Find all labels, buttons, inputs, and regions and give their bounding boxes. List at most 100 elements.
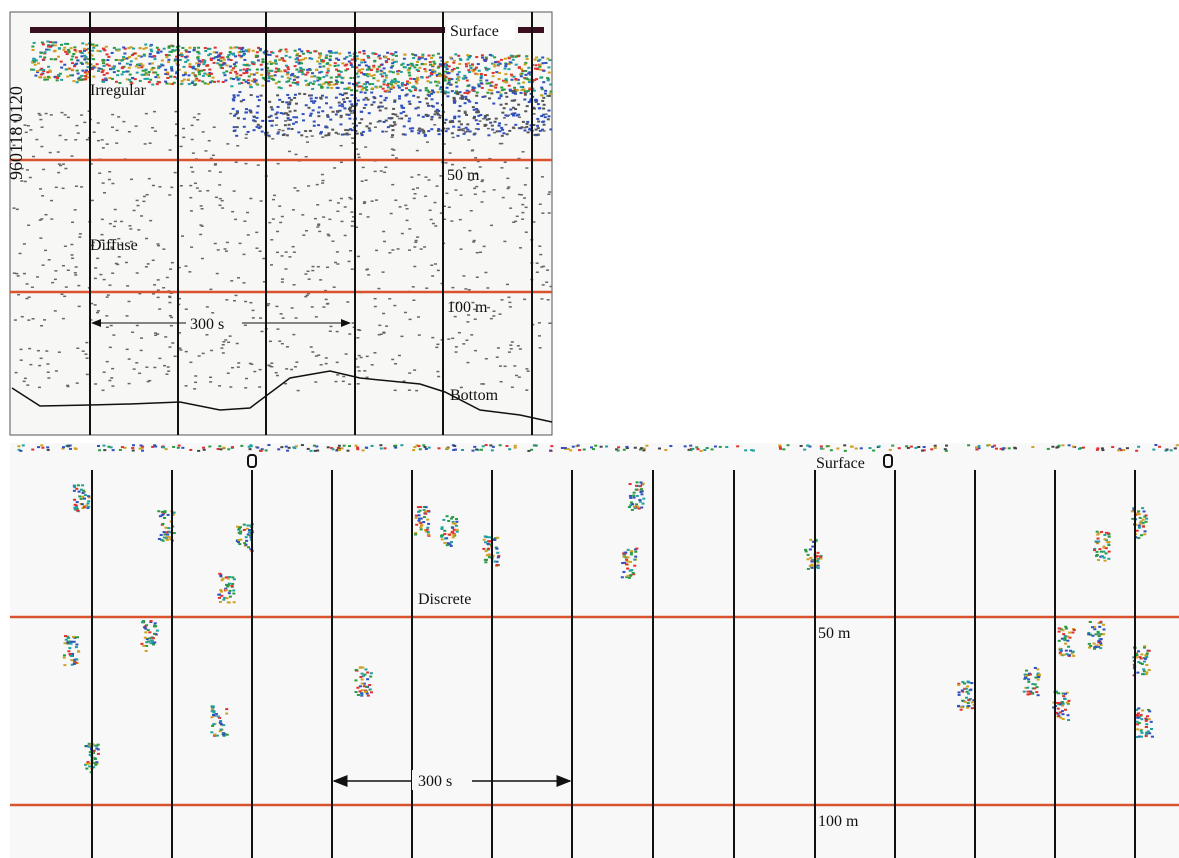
echo (478, 166, 482, 168)
echo (356, 383, 360, 385)
echo (300, 134, 304, 137)
echo (1061, 444, 1065, 447)
echo (42, 168, 46, 171)
echo (226, 585, 230, 588)
echo (412, 85, 416, 88)
echo (962, 682, 966, 685)
echo (75, 643, 79, 646)
echo (47, 65, 51, 68)
echo (966, 685, 970, 688)
echo (208, 52, 212, 55)
echo (505, 95, 509, 98)
echo (624, 551, 628, 554)
echo (418, 130, 422, 133)
echo (445, 447, 449, 450)
echo (1096, 542, 1100, 545)
echo (184, 71, 188, 74)
echo (150, 68, 154, 71)
echo (382, 67, 386, 70)
echo (310, 135, 314, 137)
echo (542, 96, 546, 99)
echo (1097, 532, 1101, 535)
echo (216, 58, 220, 61)
echo (150, 50, 154, 53)
echo (1164, 449, 1168, 452)
echo (377, 105, 381, 108)
echo (414, 54, 418, 57)
echo (542, 81, 546, 84)
echo (321, 136, 325, 138)
echo (305, 136, 309, 138)
echo (280, 281, 284, 283)
echo (151, 259, 155, 262)
echo (335, 68, 339, 71)
echo (130, 54, 134, 57)
echo (462, 275, 466, 277)
echo (64, 68, 68, 71)
echo (83, 54, 87, 57)
echo (417, 174, 421, 176)
echo (275, 374, 279, 377)
echo (491, 128, 495, 131)
echo (370, 200, 374, 202)
echo (541, 128, 545, 131)
echo (455, 528, 459, 531)
echo (261, 60, 265, 63)
echo (120, 67, 124, 70)
echo (467, 314, 471, 316)
echo (47, 44, 51, 47)
echo (413, 265, 417, 268)
echo (447, 81, 451, 84)
echo (520, 194, 524, 196)
echo (68, 640, 72, 643)
echo (965, 690, 969, 693)
echo (1148, 710, 1152, 713)
echo (452, 528, 456, 531)
echo (193, 46, 197, 49)
echo (494, 546, 498, 549)
echo (189, 210, 193, 212)
echo (153, 641, 157, 644)
echo (446, 82, 450, 85)
echo (284, 54, 288, 57)
echo (420, 76, 424, 79)
echo (33, 63, 37, 66)
echo (157, 67, 161, 70)
echo (36, 276, 40, 278)
echo (403, 66, 407, 69)
echo (1065, 653, 1069, 656)
echo (433, 80, 437, 83)
echo (891, 444, 895, 447)
echo (316, 79, 320, 82)
echo (520, 72, 524, 75)
echo (1125, 447, 1129, 450)
echo (51, 41, 55, 44)
echo (459, 59, 463, 62)
echo (827, 445, 831, 448)
echo (168, 149, 172, 151)
echo (472, 87, 476, 90)
echo (1093, 628, 1097, 631)
echo (252, 78, 256, 81)
echo (1141, 518, 1145, 521)
echo (1031, 683, 1035, 686)
echo (25, 169, 29, 171)
echo (166, 533, 170, 536)
echo (132, 209, 136, 212)
echo (136, 204, 140, 207)
echo (205, 334, 209, 336)
echo (82, 506, 86, 509)
echo (1066, 635, 1070, 638)
echo (380, 63, 384, 66)
echo (55, 79, 59, 82)
echo (433, 124, 437, 126)
echo (496, 63, 500, 66)
echo (404, 204, 408, 207)
echo (97, 69, 101, 72)
echo (260, 448, 264, 451)
echo (450, 132, 454, 135)
echo (49, 58, 53, 61)
echo (635, 547, 639, 550)
echo (92, 66, 96, 69)
echo (224, 250, 228, 252)
